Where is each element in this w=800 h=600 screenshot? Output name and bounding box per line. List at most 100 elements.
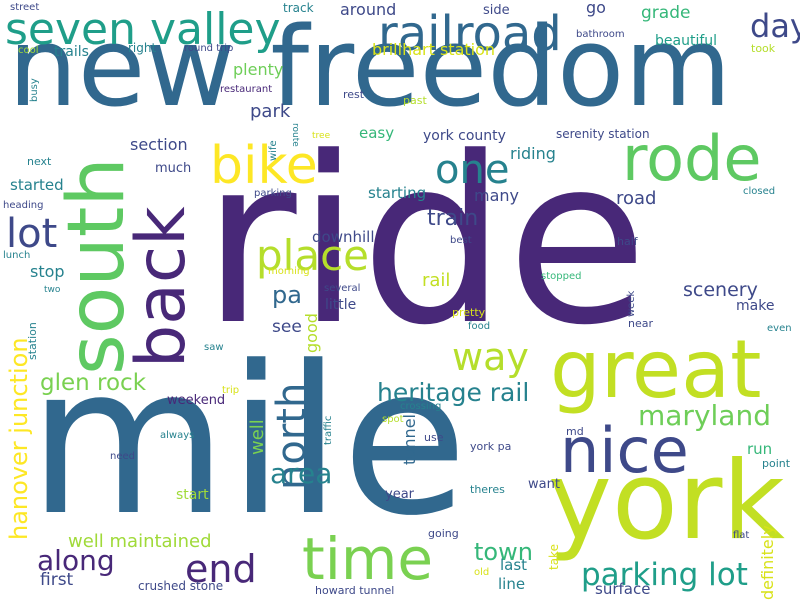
word-next: next — [27, 155, 52, 168]
word-along: along — [37, 544, 115, 577]
word-see: see — [272, 317, 302, 337]
word-much: much — [155, 161, 192, 176]
word-serenity-station: serenity station — [556, 127, 650, 141]
word-trip: trip — [222, 385, 240, 396]
word-tunnel: tunnel — [400, 414, 419, 465]
word-brillhart-station: brillhart station — [372, 40, 496, 59]
word-new-freedom: new freedom — [8, 3, 732, 131]
word-riding: riding — [510, 144, 556, 163]
word-pretty: pretty — [452, 306, 486, 319]
word-great: great — [550, 323, 762, 416]
word-surface: surface — [595, 580, 651, 598]
word-way: way — [452, 335, 529, 379]
word-many: many — [474, 186, 519, 205]
word-pa: pa — [272, 281, 302, 309]
word-parking-lot: parking lot — [581, 557, 748, 593]
word-morning: morning — [268, 266, 310, 277]
word-past: past — [403, 94, 427, 107]
word-weekend: weekend — [167, 393, 226, 408]
word-howard-tunnel: howard tunnel — [315, 584, 395, 597]
word-glen-rock: glen rock — [40, 370, 147, 396]
word-going: going — [428, 527, 459, 540]
word-plenty: plenty — [233, 60, 284, 79]
word-easy: easy — [359, 124, 395, 142]
word-york: york — [548, 439, 785, 564]
word-around: around — [340, 0, 397, 19]
word-time: time — [302, 525, 434, 593]
word-trails: trails — [54, 44, 89, 60]
word-theres: theres — [470, 483, 505, 496]
word-right: right — [128, 41, 157, 55]
word-beautiful: beautiful — [655, 33, 718, 49]
word-downhill: downhill — [312, 228, 375, 246]
word-first: first — [40, 570, 74, 590]
word-rail: rail — [422, 270, 451, 291]
word-heritage-rail: heritage rail — [377, 378, 530, 407]
word-wife: wife — [268, 140, 279, 161]
word-cool: cool — [18, 45, 39, 56]
word-md: md — [566, 425, 584, 438]
word-stopped: stopped — [541, 271, 582, 282]
word-crushed-stone: crushed stone — [138, 579, 224, 593]
word-end: end — [185, 547, 257, 591]
word-train: train — [427, 206, 479, 231]
word-two: two — [44, 285, 61, 295]
word-day: day — [750, 7, 800, 45]
word-track: track — [283, 1, 314, 15]
word-section: section — [130, 135, 188, 154]
word-stop: stop — [30, 262, 65, 281]
word-park: park — [250, 101, 291, 122]
word-little: little — [325, 297, 357, 313]
word-spot: spot — [382, 414, 404, 425]
word-mile: mile — [28, 323, 468, 561]
word-station: station — [26, 322, 39, 360]
word-definitely: definitely — [758, 525, 777, 600]
word-seven-valley: seven valley — [5, 4, 281, 55]
word-area: area — [270, 457, 333, 490]
word-maryland: maryland — [638, 399, 771, 432]
word-bike: bike — [210, 136, 318, 196]
word-good: good — [302, 313, 321, 353]
word-york-pa: york pa — [470, 440, 512, 453]
word-rode: rode — [622, 122, 762, 195]
word-run: run — [747, 440, 773, 458]
word-lunch: lunch — [3, 250, 31, 261]
word-nice: nice — [560, 414, 689, 487]
word-took: took — [751, 42, 776, 55]
word-old: old — [474, 567, 490, 578]
word-well: well — [247, 419, 268, 455]
word-food: food — [468, 321, 491, 332]
word-flat: flat — [733, 530, 750, 541]
word-week: week — [626, 290, 637, 317]
word-tree: tree — [312, 131, 331, 141]
word-well-maintained: well maintained — [68, 531, 212, 552]
word-saw: saw — [204, 342, 224, 353]
word-crossing: crossing — [400, 401, 442, 412]
word-grade: grade — [641, 3, 691, 23]
word-year: year — [385, 487, 415, 502]
word-best: best — [450, 235, 472, 246]
word-bathroom: bathroom — [576, 29, 625, 40]
word-busy: busy — [29, 78, 40, 102]
word-want: want — [528, 477, 560, 492]
word-ride: ride — [202, 109, 648, 376]
word-parking: parking — [254, 188, 292, 199]
word-traffic: traffic — [323, 415, 334, 445]
word-heading: heading — [3, 200, 44, 211]
word-closed: closed — [743, 186, 776, 197]
word-lot: lot — [6, 211, 58, 257]
word-back: back — [122, 206, 201, 368]
word-york-county: york county — [423, 128, 506, 144]
word-rest: rest — [343, 88, 365, 101]
word-start: start — [176, 487, 209, 503]
word-route: route — [290, 123, 300, 147]
word-round-trip: round trip — [184, 43, 234, 54]
word-starting: starting — [368, 184, 427, 202]
word-point: point — [762, 457, 791, 470]
word-railroad: railroad — [378, 6, 562, 62]
word-restaurant: restaurant — [220, 84, 273, 95]
word-street: street — [10, 2, 40, 13]
word-near: near — [628, 317, 654, 330]
word-even: even — [767, 323, 792, 334]
